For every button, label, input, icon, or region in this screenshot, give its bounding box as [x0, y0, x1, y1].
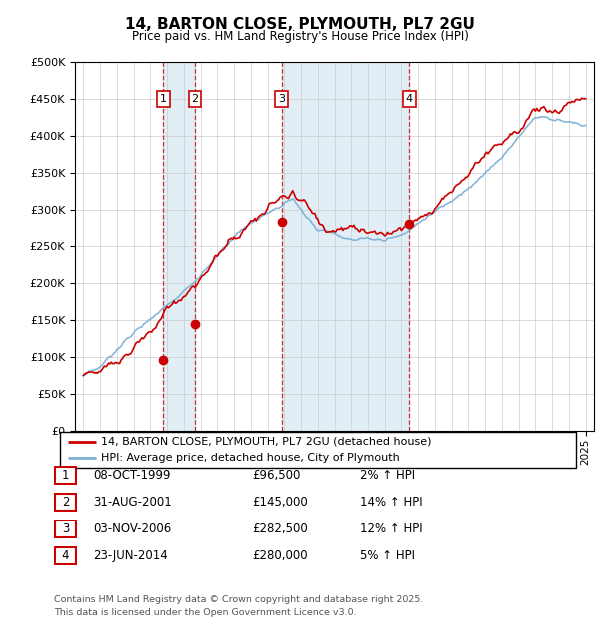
Text: £96,500: £96,500: [252, 469, 301, 482]
Text: 1: 1: [62, 469, 69, 482]
Text: 3: 3: [62, 523, 69, 535]
Bar: [281, 62, 409, 431]
Bar: [163, 62, 195, 431]
Text: 3: 3: [278, 94, 285, 104]
Text: £282,500: £282,500: [252, 523, 308, 535]
Text: 23-JUN-2014: 23-JUN-2014: [93, 549, 168, 562]
Text: 14, BARTON CLOSE, PLYMOUTH, PL7 2GU (detached house): 14, BARTON CLOSE, PLYMOUTH, PL7 2GU (det…: [101, 437, 432, 447]
Text: £280,000: £280,000: [252, 549, 308, 562]
Text: Price paid vs. HM Land Registry's House Price Index (HPI): Price paid vs. HM Land Registry's House …: [131, 30, 469, 43]
Text: 4: 4: [406, 94, 413, 104]
Text: 14% ↑ HPI: 14% ↑ HPI: [360, 496, 422, 508]
Text: £145,000: £145,000: [252, 496, 308, 508]
Text: 14, BARTON CLOSE, PLYMOUTH, PL7 2GU: 14, BARTON CLOSE, PLYMOUTH, PL7 2GU: [125, 17, 475, 32]
Text: 2: 2: [191, 94, 199, 104]
Text: 1: 1: [160, 94, 167, 104]
Text: 31-AUG-2001: 31-AUG-2001: [93, 496, 172, 508]
Text: 2% ↑ HPI: 2% ↑ HPI: [360, 469, 415, 482]
Text: 08-OCT-1999: 08-OCT-1999: [93, 469, 170, 482]
Text: 5% ↑ HPI: 5% ↑ HPI: [360, 549, 415, 562]
Text: Contains HM Land Registry data © Crown copyright and database right 2025.
This d: Contains HM Land Registry data © Crown c…: [54, 595, 424, 617]
Text: 2: 2: [62, 496, 69, 508]
Text: 03-NOV-2006: 03-NOV-2006: [93, 523, 171, 535]
Text: 4: 4: [62, 549, 69, 562]
Text: HPI: Average price, detached house, City of Plymouth: HPI: Average price, detached house, City…: [101, 453, 400, 463]
Text: 12% ↑ HPI: 12% ↑ HPI: [360, 523, 422, 535]
